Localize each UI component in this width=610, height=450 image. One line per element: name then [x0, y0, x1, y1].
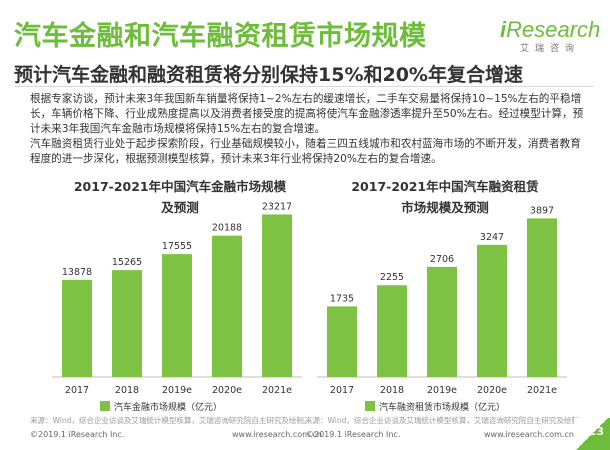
x-tick-label: 2018 — [380, 385, 404, 396]
logo-subtext: 艾瑞咨询 — [520, 44, 581, 54]
chart-auto-finance: 2017-2021年中国汽车金融市场规模 及预测 13878 2017 15265 2… — [40, 172, 320, 414]
data-label: 13878 — [62, 267, 92, 278]
chart-title-line2: 及预测 — [161, 200, 199, 215]
data-label: 1735 — [330, 293, 354, 304]
chart-title-line1: 2017-2021年中国汽车融资租赁 — [351, 179, 539, 194]
bar — [212, 235, 242, 377]
bar — [62, 279, 92, 377]
paragraph-leasing: 汽车融资租赁行业处于起步探索阶段，行业基础规模较小，随着三四五线城市和农村蓝海市… — [30, 138, 581, 165]
x-tick-label: 2020e — [477, 385, 507, 396]
data-label: 3247 — [480, 232, 504, 243]
data-label: 2706 — [430, 254, 454, 265]
page-subtitle: 预计汽车金融和融资租赁将分别保持15%和20%年复合增速 — [14, 64, 523, 86]
chart-title-line2: 市场规模及预测 — [401, 200, 489, 215]
x-tick-label: 2017 — [65, 385, 89, 396]
logo-text: Research — [506, 17, 601, 42]
data-label: 20188 — [212, 223, 242, 234]
x-tick-label: 2021e — [262, 385, 292, 396]
header-divider — [14, 86, 594, 87]
data-label: 3897 — [530, 205, 554, 216]
data-label: 15265 — [112, 257, 142, 268]
chart-auto-finance-svg: 13878 2017 15265 2018 17555 2019e 20188 2020e 23… — [52, 201, 302, 413]
paragraph-auto-finance: 根据专家访谈，预计未来3年我国新车销量将保持1~2%左右的缓速增长，二手车交易量… — [30, 93, 584, 135]
legend-label: 汽车金融市场规模（亿元） — [114, 401, 222, 413]
bar — [427, 266, 457, 377]
bar — [377, 285, 407, 377]
bar — [327, 306, 357, 377]
page-corner-badge — [574, 418, 610, 450]
source-note-right: 来源：Wind，综合企业访谈及艾瑞统计模型核算，艾瑞咨询研究院自主研究及绘制。 — [305, 416, 587, 425]
bar — [162, 254, 192, 377]
page-title: 汽车金融和汽车融资租赁市场规模 — [14, 21, 427, 52]
source-note-left: 来源：Wind，综合企业访谈及艾瑞统计模型核算，艾瑞咨询研究院自主研究及绘制。 — [30, 416, 312, 425]
bar — [112, 270, 142, 377]
bar — [477, 244, 507, 377]
website-link-left[interactable]: www.iresearch.com.cn — [232, 430, 322, 439]
legend-swatch — [100, 401, 110, 411]
x-tick-label: 2017 — [330, 385, 354, 396]
bar — [262, 214, 292, 377]
data-label: 17555 — [162, 241, 192, 252]
copyright-left: ©2019.1 iResearch Inc. — [30, 430, 125, 439]
legend-label: 汽车融资租赁市场规模（亿元） — [379, 401, 505, 413]
x-tick-label: 2019e — [162, 385, 192, 396]
bar — [527, 218, 557, 377]
data-label: 2255 — [380, 272, 404, 283]
x-tick-label: 2018 — [115, 385, 139, 396]
x-tick-label: 2019e — [427, 385, 457, 396]
legend-swatch — [365, 401, 375, 411]
page-number: 23 — [588, 425, 604, 438]
data-label: 23217 — [262, 201, 292, 212]
logo-i: i — [500, 17, 507, 42]
x-tick-label: 2020e — [212, 385, 242, 396]
website-link-right[interactable]: www.iresearch.com.cn — [484, 430, 574, 439]
iresearch-logo: iResearch 艾瑞咨询 — [500, 17, 600, 54]
chart-title-line1: 2017-2021年中国汽车金融市场规模 — [73, 179, 287, 194]
chart-leasing: 2017-2021年中国汽车融资租赁 市场规模及预测 1735 2017 2255 2… — [305, 172, 585, 414]
copyright-right: ©2019.1 iResearch Inc. — [306, 430, 401, 439]
x-tick-label: 2021e — [527, 385, 557, 396]
chart-leasing-svg: 1735 2017 2255 2018 2706 2019e 3247 2020e 3897 20… — [317, 205, 567, 413]
